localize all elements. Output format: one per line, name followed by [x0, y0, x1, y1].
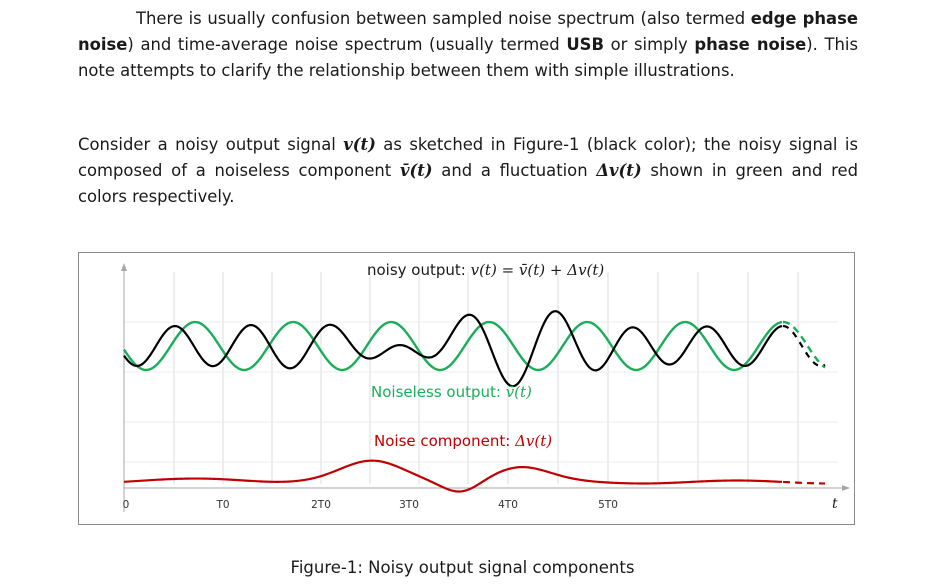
noiseless-output-label: Noiseless output: v̄(t): [371, 383, 532, 401]
intro-paragraph: There is usually confusion between sampl…: [78, 9, 859, 80]
noise-component-label: Noise component: Δv(t): [374, 432, 552, 450]
tick-label-2t0: 2T0: [311, 499, 331, 511]
noise-component-curve-extension: [782, 480, 826, 485]
figure-caption: Figure-1: Noisy output signal components: [290, 558, 635, 577]
tick-label-5t0: 5T0: [598, 499, 618, 511]
grid-lines: [124, 272, 838, 484]
noisy-output-label: noisy output: v(t) = v̄(t) + Δv(t): [367, 261, 604, 279]
tick-label-t0: T0: [215, 499, 229, 511]
figure-frame: [78, 252, 855, 525]
figure-1-plot: noisy output: v(t) = v̄(t) + Δv(t) Noise…: [121, 261, 850, 512]
y-axis-arrow: [121, 263, 127, 271]
signal-description-paragraph: Consider a noisy output signal v(t) as s…: [78, 135, 858, 206]
tick-label-4t0: 4T0: [498, 499, 518, 511]
noiseless-output-curve: [123, 320, 783, 372]
noiseless-output-curve-extension: [782, 320, 826, 369]
time-axis-label: t: [832, 496, 838, 512]
x-axis-arrow: [842, 485, 850, 491]
noisy-output-curve: [123, 310, 783, 388]
tick-label-0: 0: [123, 499, 130, 511]
tick-label-3t0: 3T0: [399, 499, 419, 511]
noise-component-curve: [123, 459, 783, 493]
